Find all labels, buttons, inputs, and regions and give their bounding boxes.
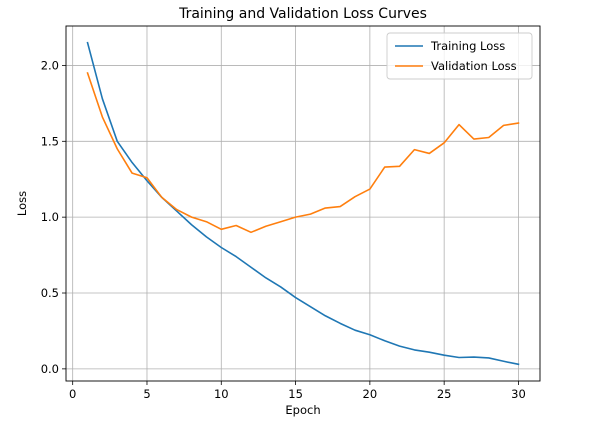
gridlines xyxy=(66,26,540,381)
x-tick-label: 0 xyxy=(69,387,76,401)
x-tick-label: 5 xyxy=(143,387,150,401)
y-tick-label: 0.5 xyxy=(41,286,59,300)
legend-label-training-loss: Training Loss xyxy=(430,39,505,53)
x-tick-label: 30 xyxy=(511,387,526,401)
legend: Training Loss Validation Loss xyxy=(386,32,533,80)
series-lines xyxy=(86,41,520,366)
y-axis-title: Loss xyxy=(15,191,29,216)
y-tick-label: 2.0 xyxy=(41,58,59,72)
legend-label-validation-loss: Validation Loss xyxy=(431,59,517,73)
x-tick-label: 10 xyxy=(214,387,229,401)
y-tick-label: 1.5 xyxy=(41,134,59,148)
y-tick-label: 1.0 xyxy=(41,210,59,224)
chart-title: Training and Validation Loss Curves xyxy=(178,6,427,22)
validation-loss-line xyxy=(86,72,520,234)
plot-area-frame xyxy=(65,25,541,382)
legend-box xyxy=(386,32,533,80)
y-tick-label: 0.0 xyxy=(41,362,59,376)
x-axis-title: Epoch xyxy=(285,403,320,417)
x-tick-label: 15 xyxy=(288,387,303,401)
x-tick-label: 25 xyxy=(437,387,452,401)
x-tick-label: 20 xyxy=(363,387,378,401)
axis-ticks: 0 5 10 15 20 25 30 0.0 0.5 1.0 1.5 2.0 xyxy=(41,58,526,401)
